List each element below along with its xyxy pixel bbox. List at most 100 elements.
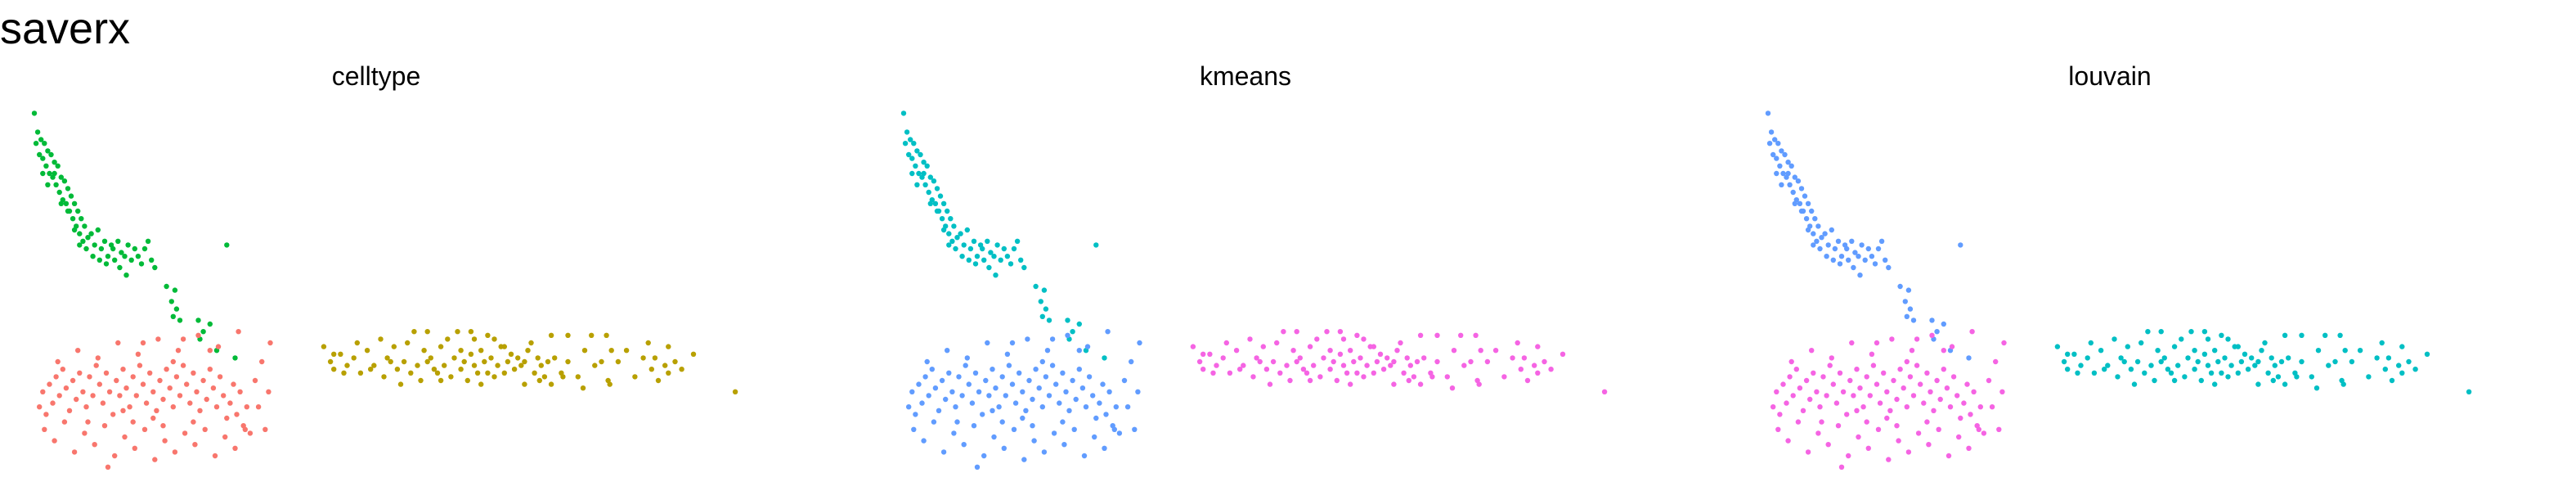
scatter-point [913,412,918,417]
scatter-point [1254,355,1259,361]
scatter-point [1889,336,1895,342]
scatter-point [2161,355,2167,361]
scatter-point [1775,426,1781,432]
scatter-point [2385,355,2392,361]
scatter-point [1805,227,1811,233]
scatter-point [33,141,39,146]
scatter-point [2145,329,2151,335]
scatter-point [2222,355,2228,361]
scatter-point [112,257,118,263]
scatter-point [1105,329,1111,335]
scatter-point [1864,419,1869,425]
scatter-point [71,227,78,233]
scatter-point [926,393,931,399]
scatter-point [130,374,136,380]
scatter-point [1838,254,1845,259]
scatter-point [1407,363,1414,368]
scatter-point [991,434,997,440]
scatter-point [1811,370,1816,376]
scatter-point [1921,400,1927,406]
scatter-point [946,370,952,376]
scatter-point [1468,358,1474,365]
scatter-point [1869,351,1875,357]
scatter-point [961,442,967,448]
scatter-point [2198,377,2204,384]
scatter-point [100,400,106,406]
scatter-point [1076,367,1083,372]
scatter-point [1869,254,1875,259]
scatter-point [1830,381,1836,387]
scatter-point [2238,358,2245,365]
scatter-point [604,332,609,338]
scatter-point [913,163,918,169]
scatter-point [954,419,960,425]
scatter-point [394,367,401,372]
scatter-point [167,385,173,391]
scatter-point [491,374,497,380]
scatter-point [421,348,427,354]
scatter-point [939,216,945,222]
scatter-point [259,358,265,365]
scatter-point [2282,381,2288,387]
scatter-point [1775,141,1781,146]
scatter-point [52,170,57,177]
scatter-point [1809,208,1815,214]
scatter-point [1774,155,1779,161]
scatter-point [213,404,220,410]
scatter-point [1233,348,1240,354]
scatter-point [195,332,201,338]
scatter-point [1969,329,1975,335]
scatter-point [581,348,588,354]
scatter-point [1307,377,1313,384]
scatter-point [672,358,678,365]
scatter-point [1011,426,1017,432]
scatter-point [948,216,954,222]
scatter-point [959,393,965,399]
scatter-point [2366,374,2372,380]
scatter-point [1950,374,1957,380]
scatter-point [1929,318,1935,323]
scatter-point [83,246,89,252]
scatter-point [986,393,992,399]
scatter-point [951,223,957,229]
scatter-point [85,419,91,425]
scatter-point [354,340,360,346]
scatter-point [123,385,129,391]
facet-panel-celltype: celltype [31,61,738,470]
scatter-point [1929,332,1935,338]
scatter-point [522,358,527,365]
scatter-point [1044,348,1051,354]
scatter-point [1371,344,1377,349]
scatter-point [1914,336,1920,342]
scatter-point [140,381,146,387]
scatter-point [55,358,61,365]
scatter-point [508,351,514,357]
scatter-point [95,355,101,361]
scatter-point [150,389,156,394]
scatter-point [232,355,238,361]
scatter-point [2188,329,2194,335]
scatter-point [50,400,56,406]
scatter-point [2179,336,2184,342]
scatter-point [145,238,151,244]
scatter-point [1214,363,1219,368]
scatter-point [1805,449,1811,455]
scatter-point [140,340,146,346]
scatter-point [1267,381,1273,387]
scatter-point [501,344,507,349]
scatter-point [1039,358,1046,365]
scatter-point [1856,434,1861,440]
scatter-point [1377,351,1384,357]
scatter-point [1847,377,1853,384]
scatter-point [2065,351,2071,357]
scatter-point [63,200,70,206]
scatter-point [112,453,118,459]
scatter-point [42,426,47,432]
scatter-point [1779,148,1784,154]
scatter-point [949,389,955,394]
scatter-point [932,385,939,391]
scatter-point [471,336,478,342]
scatter-point [478,348,484,354]
scatter-point [1852,250,1858,255]
scatter-point [1358,355,1363,361]
